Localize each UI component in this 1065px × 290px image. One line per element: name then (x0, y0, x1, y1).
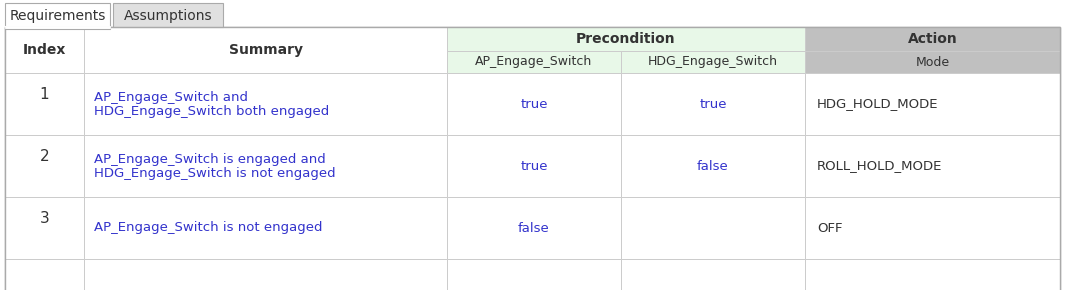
Bar (805, 197, 1060, 259)
Bar (113, 3, 223, 27)
Text: false: false (698, 160, 728, 173)
Bar (5, 3, 110, 29)
Bar (621, 51, 805, 73)
Bar (447, 135, 621, 197)
Text: 1: 1 (39, 87, 49, 102)
Bar (805, 51, 1060, 73)
Bar (84, 73, 447, 135)
Bar (84, 135, 447, 197)
Bar (621, 197, 805, 259)
Text: AP_Engage_Switch and: AP_Engage_Switch and (94, 90, 248, 104)
Bar (84, 27, 447, 73)
Text: 2: 2 (39, 149, 49, 164)
Bar (805, 27, 1060, 51)
Text: Action: Action (907, 32, 957, 46)
Bar (5, 259, 84, 290)
Bar (84, 259, 447, 290)
Bar (84, 197, 447, 259)
Bar (5, 197, 84, 259)
Bar (5, 27, 84, 73)
Text: Assumptions: Assumptions (124, 9, 212, 23)
Text: Summary: Summary (229, 43, 302, 57)
Text: 3: 3 (39, 211, 49, 226)
Text: Index: Index (22, 43, 66, 57)
Text: OFF: OFF (817, 222, 842, 235)
Bar (447, 73, 621, 135)
Text: HDG_Engage_Switch: HDG_Engage_Switch (648, 55, 779, 68)
Text: HDG_HOLD_MODE: HDG_HOLD_MODE (817, 97, 938, 110)
Text: HDG_Engage_Switch is not engaged: HDG_Engage_Switch is not engaged (94, 166, 335, 180)
Bar (5, 73, 84, 135)
Bar (5, 135, 84, 197)
Bar (805, 73, 1060, 135)
Text: AP_Engage_Switch is not engaged: AP_Engage_Switch is not engaged (94, 222, 323, 235)
Text: true: true (520, 160, 547, 173)
Bar (447, 259, 621, 290)
Text: true: true (700, 97, 726, 110)
Text: false: false (519, 222, 550, 235)
Text: Mode: Mode (916, 55, 950, 68)
Bar (621, 135, 805, 197)
Bar (447, 51, 621, 73)
Text: true: true (520, 97, 547, 110)
Text: Precondition: Precondition (576, 32, 676, 46)
Bar (447, 197, 621, 259)
Text: ROLL_HOLD_MODE: ROLL_HOLD_MODE (817, 160, 943, 173)
Text: Requirements: Requirements (10, 9, 105, 23)
Bar (805, 259, 1060, 290)
Text: AP_Engage_Switch is engaged and: AP_Engage_Switch is engaged and (94, 153, 326, 166)
Bar (805, 135, 1060, 197)
Text: HDG_Engage_Switch both engaged: HDG_Engage_Switch both engaged (94, 104, 329, 117)
Bar (621, 73, 805, 135)
Bar (621, 259, 805, 290)
Bar (447, 27, 805, 51)
Text: AP_Engage_Switch: AP_Engage_Switch (475, 55, 592, 68)
